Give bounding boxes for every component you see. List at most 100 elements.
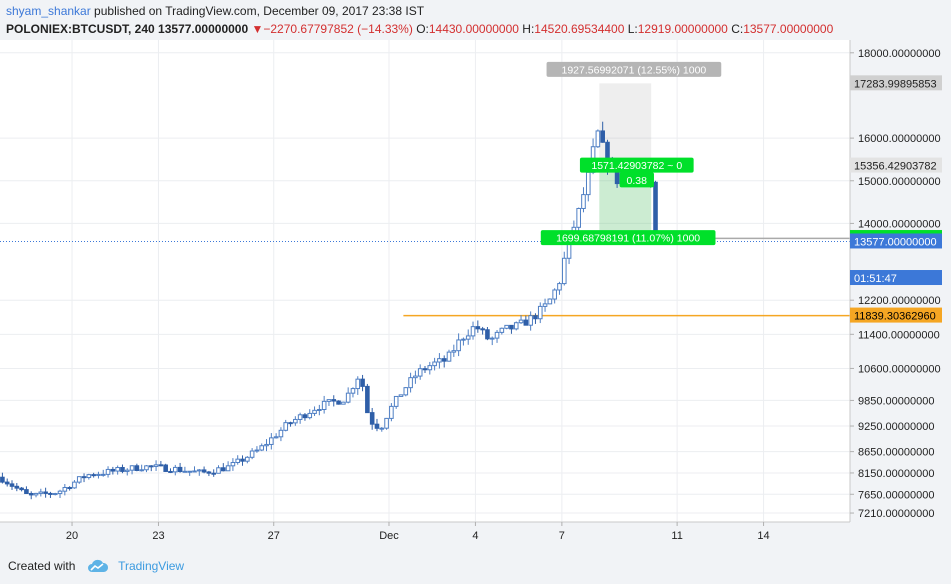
- time-tick-label: 4: [472, 530, 478, 542]
- candle-body: [201, 469, 207, 473]
- candle-body: [408, 377, 413, 389]
- candle-body: [581, 194, 586, 209]
- price-tick-label: 9250.00000000: [858, 421, 934, 433]
- down-triangle-icon: ▼: [251, 22, 264, 36]
- annotations: 1927.56992071 (12.55%) 1000 1571.42903782…: [540, 61, 722, 246]
- candle-body: [417, 368, 423, 377]
- annotation-box: [546, 61, 722, 77]
- price-label-box: [850, 270, 942, 286]
- candle-body: [485, 329, 490, 340]
- candle-body: [172, 466, 178, 473]
- plot-area[interactable]: [0, 40, 850, 522]
- candle-body: [38, 491, 44, 494]
- annotation-box: [540, 230, 716, 246]
- candle-body: [341, 401, 346, 405]
- tradingview-brand[interactable]: TradingView: [118, 559, 185, 573]
- low-value: 12919.00000000: [637, 22, 728, 36]
- price-tick-label: 8150.00000000: [858, 468, 934, 480]
- candle-body: [91, 474, 96, 477]
- candle-body: [379, 427, 385, 430]
- candle-body: [293, 418, 298, 424]
- created-with-text: Created with: [8, 559, 76, 573]
- candle-body: [283, 422, 289, 431]
- price-label-box: [850, 307, 942, 323]
- candle-body: [489, 337, 495, 340]
- price-tick-label: 11400.00000000: [858, 329, 940, 341]
- candle-body: [317, 409, 322, 412]
- candle-body: [547, 298, 553, 305]
- price-label-box: [850, 157, 942, 173]
- candle-body: [52, 493, 58, 496]
- price-tick-label: 7210.00000000: [858, 508, 934, 520]
- price-tick-label: 16000.00000000: [858, 133, 941, 145]
- candle-body: [72, 481, 77, 489]
- candle-body: [331, 399, 337, 402]
- candle-body: [221, 467, 226, 472]
- chart-panel[interactable]: 1927.56992071 (12.55%) 1000 1571.42903782…: [0, 40, 951, 548]
- candle-body: [278, 429, 284, 438]
- change-value: −2270.67797852 (−14.33%): [263, 22, 413, 36]
- price-tick-label: 18000.00000000: [858, 48, 941, 60]
- candle-body: [326, 399, 332, 402]
- annotation-box: [579, 157, 694, 173]
- candle-body: [432, 361, 437, 367]
- candle-body: [81, 476, 87, 479]
- candle-body: [561, 257, 567, 285]
- candle-body: [240, 458, 245, 462]
- annotation-label: 1699.68798191 (11.07%) 1000: [556, 233, 700, 245]
- candle-body: [542, 303, 548, 307]
- candle-body: [225, 465, 231, 472]
- candle-body: [451, 350, 457, 353]
- candle-body: [504, 324, 509, 329]
- price-tick-label: 14000.00000000: [858, 218, 941, 230]
- candle-body: [177, 466, 183, 473]
- candle-body: [192, 470, 197, 473]
- candle-body: [24, 489, 29, 495]
- candle-body: [513, 322, 519, 330]
- candle-body: [187, 470, 192, 473]
- price-tick-label: 12200.00000000: [858, 295, 941, 307]
- candle-body: [446, 351, 452, 362]
- candle-body: [585, 171, 591, 196]
- candle-body: [360, 378, 365, 387]
- published-text: published on TradingView.com, December 0…: [90, 4, 425, 18]
- candle-body: [168, 470, 173, 473]
- candle-body: [398, 394, 404, 397]
- candle-body: [576, 207, 581, 228]
- time-axis[interactable]: 20 23 27 Dec 4 7 11 14: [66, 522, 770, 542]
- candle-body: [350, 388, 356, 394]
- candle-body: [365, 385, 370, 414]
- price-tick-label: 7650.00000000: [858, 489, 934, 501]
- candle-body: [67, 487, 72, 490]
- annotation-box: [619, 172, 654, 188]
- price-tick-label: 8650.00000000: [858, 447, 934, 459]
- candle-body: [537, 305, 543, 320]
- candle-body: [422, 368, 428, 371]
- candle-body: [403, 387, 409, 396]
- time-tick-label: Dec: [379, 530, 399, 542]
- annotation-label: 1927.56992071 (12.55%) 1000: [561, 64, 706, 76]
- candle-body: [144, 465, 149, 471]
- time-tick-label: 20: [66, 530, 78, 542]
- candle-body: [595, 130, 601, 148]
- candle-body: [134, 465, 140, 471]
- price-chart[interactable]: 1927.56992071 (12.55%) 1000 1571.42903782…: [0, 40, 951, 548]
- candle-body: [259, 445, 265, 451]
- candle-body: [139, 469, 144, 472]
- candle-body: [480, 328, 485, 331]
- annotation-label: 0.38: [627, 175, 648, 187]
- candle-body: [14, 485, 20, 489]
- author-link[interactable]: shyam_shankar: [6, 4, 91, 18]
- candle-body: [427, 365, 433, 371]
- candle-body: [9, 483, 15, 487]
- candle-body: [86, 474, 92, 479]
- price-axis[interactable]: 18000.00000000 16000.00000000 15000.000000…: [850, 48, 941, 520]
- candle-body: [28, 493, 34, 496]
- price-tick-label: 10600.00000000: [858, 363, 941, 375]
- candle-body: [393, 395, 399, 407]
- price-labels: 17283.9989585315356.4290378213659.176899…: [850, 75, 942, 323]
- candle-body: [369, 412, 375, 425]
- publish-header: shyam_shankar published on TradingView.c…: [6, 4, 424, 18]
- candle-body: [249, 450, 255, 458]
- candle-body: [441, 358, 447, 362]
